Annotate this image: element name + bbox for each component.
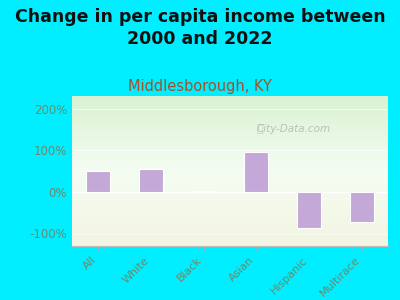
Bar bbox=[192, 191, 216, 192]
Bar bbox=[244, 152, 268, 192]
Bar bbox=[350, 192, 374, 222]
Text: Middlesborough, KY: Middlesborough, KY bbox=[128, 80, 272, 94]
Bar bbox=[86, 171, 110, 192]
Text: City-Data.com: City-Data.com bbox=[256, 124, 330, 134]
Text: ⓘ: ⓘ bbox=[257, 124, 263, 134]
Text: Change in per capita income between
2000 and 2022: Change in per capita income between 2000… bbox=[15, 8, 385, 48]
Bar bbox=[297, 192, 321, 228]
Bar bbox=[139, 169, 163, 192]
